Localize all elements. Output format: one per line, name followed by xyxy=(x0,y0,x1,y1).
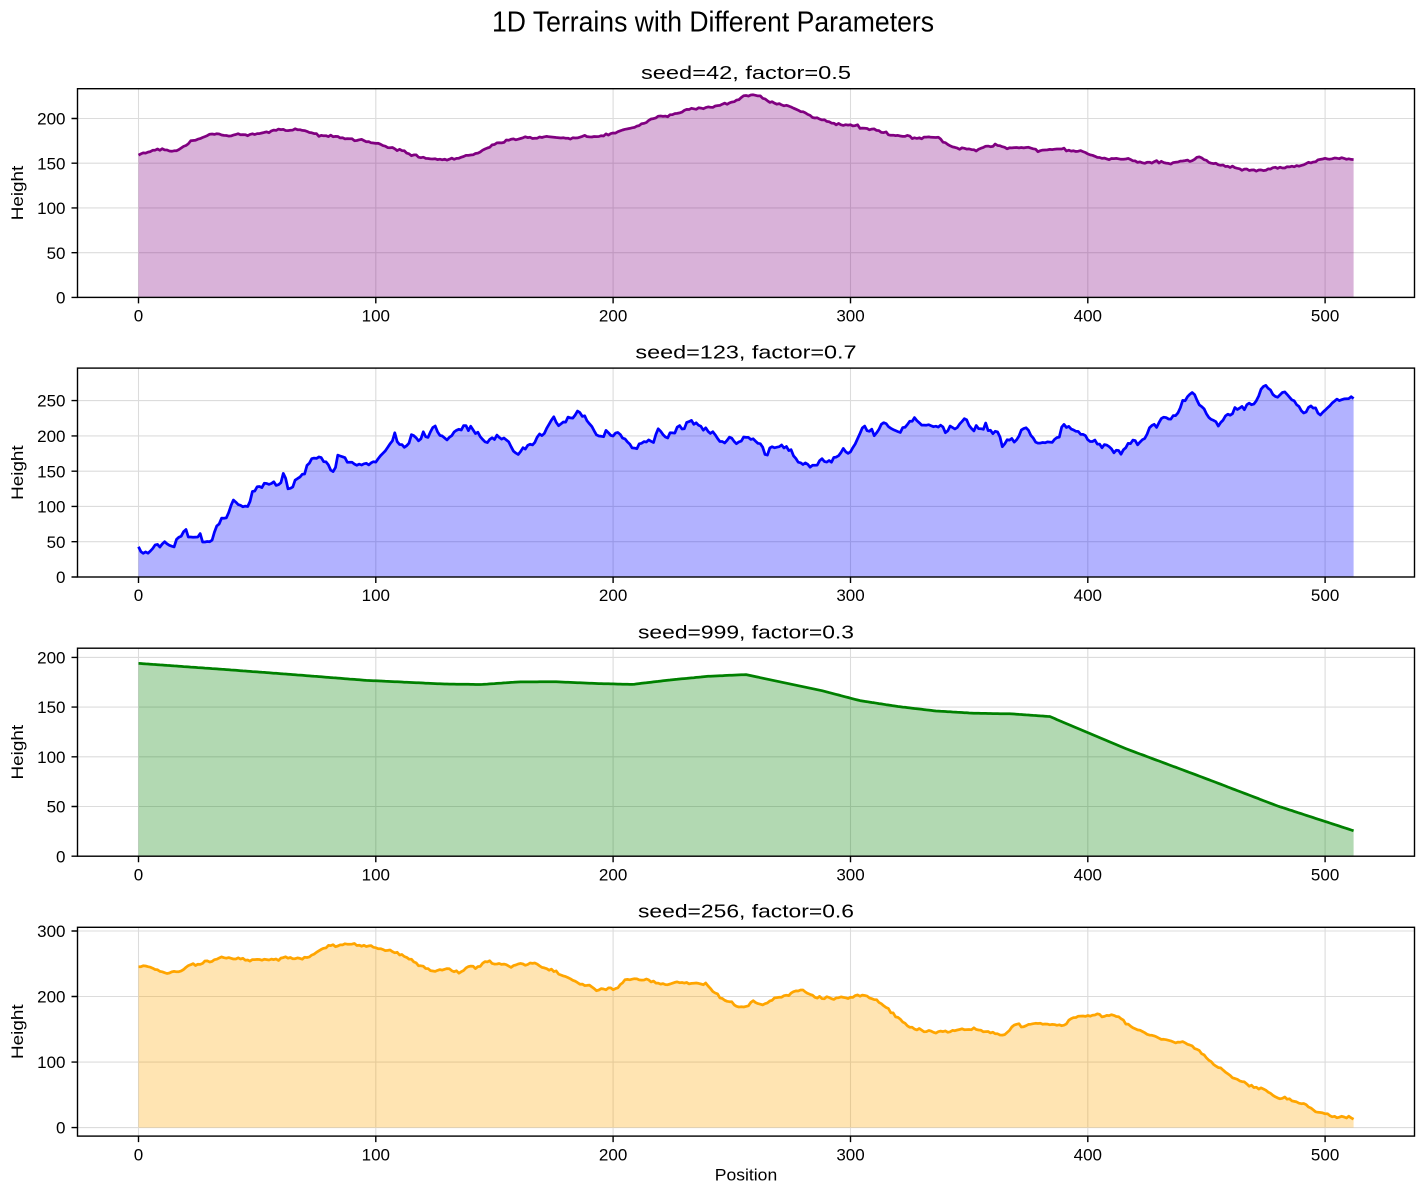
svg-text:300: 300 xyxy=(836,865,864,884)
svg-text:100: 100 xyxy=(362,586,390,605)
svg-text:0: 0 xyxy=(56,568,65,587)
svg-text:100: 100 xyxy=(362,1145,390,1164)
svg-text:Height: Height xyxy=(8,725,27,780)
svg-text:100: 100 xyxy=(37,199,65,218)
svg-text:0: 0 xyxy=(134,865,143,884)
svg-text:500: 500 xyxy=(1311,865,1339,884)
svg-text:400: 400 xyxy=(1074,307,1102,326)
svg-text:0: 0 xyxy=(56,1119,65,1138)
svg-text:seed=42, factor=0.5: seed=42, factor=0.5 xyxy=(641,63,851,83)
svg-text:seed=256, factor=0.6: seed=256, factor=0.6 xyxy=(638,902,854,922)
svg-text:200: 200 xyxy=(599,1145,627,1164)
svg-text:0: 0 xyxy=(134,586,143,605)
svg-text:200: 200 xyxy=(37,988,65,1007)
svg-text:200: 200 xyxy=(599,865,627,884)
svg-text:100: 100 xyxy=(37,1053,65,1072)
svg-text:200: 200 xyxy=(37,649,65,668)
svg-text:100: 100 xyxy=(37,498,65,517)
svg-text:200: 200 xyxy=(599,307,627,326)
svg-text:400: 400 xyxy=(1074,865,1102,884)
svg-text:seed=123, factor=0.7: seed=123, factor=0.7 xyxy=(635,342,856,362)
svg-text:400: 400 xyxy=(1074,1145,1102,1164)
svg-text:Height: Height xyxy=(8,1004,27,1059)
svg-text:200: 200 xyxy=(37,110,65,129)
svg-text:500: 500 xyxy=(1311,1145,1339,1164)
svg-text:200: 200 xyxy=(37,427,65,446)
svg-text:Height: Height xyxy=(8,445,27,500)
svg-text:Height: Height xyxy=(8,165,27,220)
svg-text:300: 300 xyxy=(836,1145,864,1164)
svg-text:300: 300 xyxy=(836,586,864,605)
svg-text:seed=999, factor=0.3: seed=999, factor=0.3 xyxy=(638,622,854,642)
svg-text:50: 50 xyxy=(47,798,66,817)
svg-text:100: 100 xyxy=(362,865,390,884)
svg-text:150: 150 xyxy=(37,462,65,481)
svg-text:50: 50 xyxy=(47,533,66,552)
svg-text:0: 0 xyxy=(134,1145,143,1164)
svg-text:300: 300 xyxy=(836,307,864,326)
svg-text:0: 0 xyxy=(134,307,143,326)
svg-text:400: 400 xyxy=(1074,586,1102,605)
svg-text:100: 100 xyxy=(37,748,65,767)
svg-text:50: 50 xyxy=(47,244,66,263)
svg-text:0: 0 xyxy=(56,847,65,866)
svg-text:500: 500 xyxy=(1311,307,1339,326)
svg-text:150: 150 xyxy=(37,154,65,173)
svg-text:250: 250 xyxy=(37,392,65,411)
svg-text:500: 500 xyxy=(1311,586,1339,605)
svg-text:300: 300 xyxy=(37,922,65,941)
svg-text:100: 100 xyxy=(362,307,390,326)
svg-text:Position: Position xyxy=(715,1166,777,1185)
svg-text:1D Terrains with Different Par: 1D Terrains with Different Parameters xyxy=(492,7,934,39)
svg-text:0: 0 xyxy=(56,289,65,308)
svg-text:200: 200 xyxy=(599,586,627,605)
svg-text:150: 150 xyxy=(37,698,65,717)
